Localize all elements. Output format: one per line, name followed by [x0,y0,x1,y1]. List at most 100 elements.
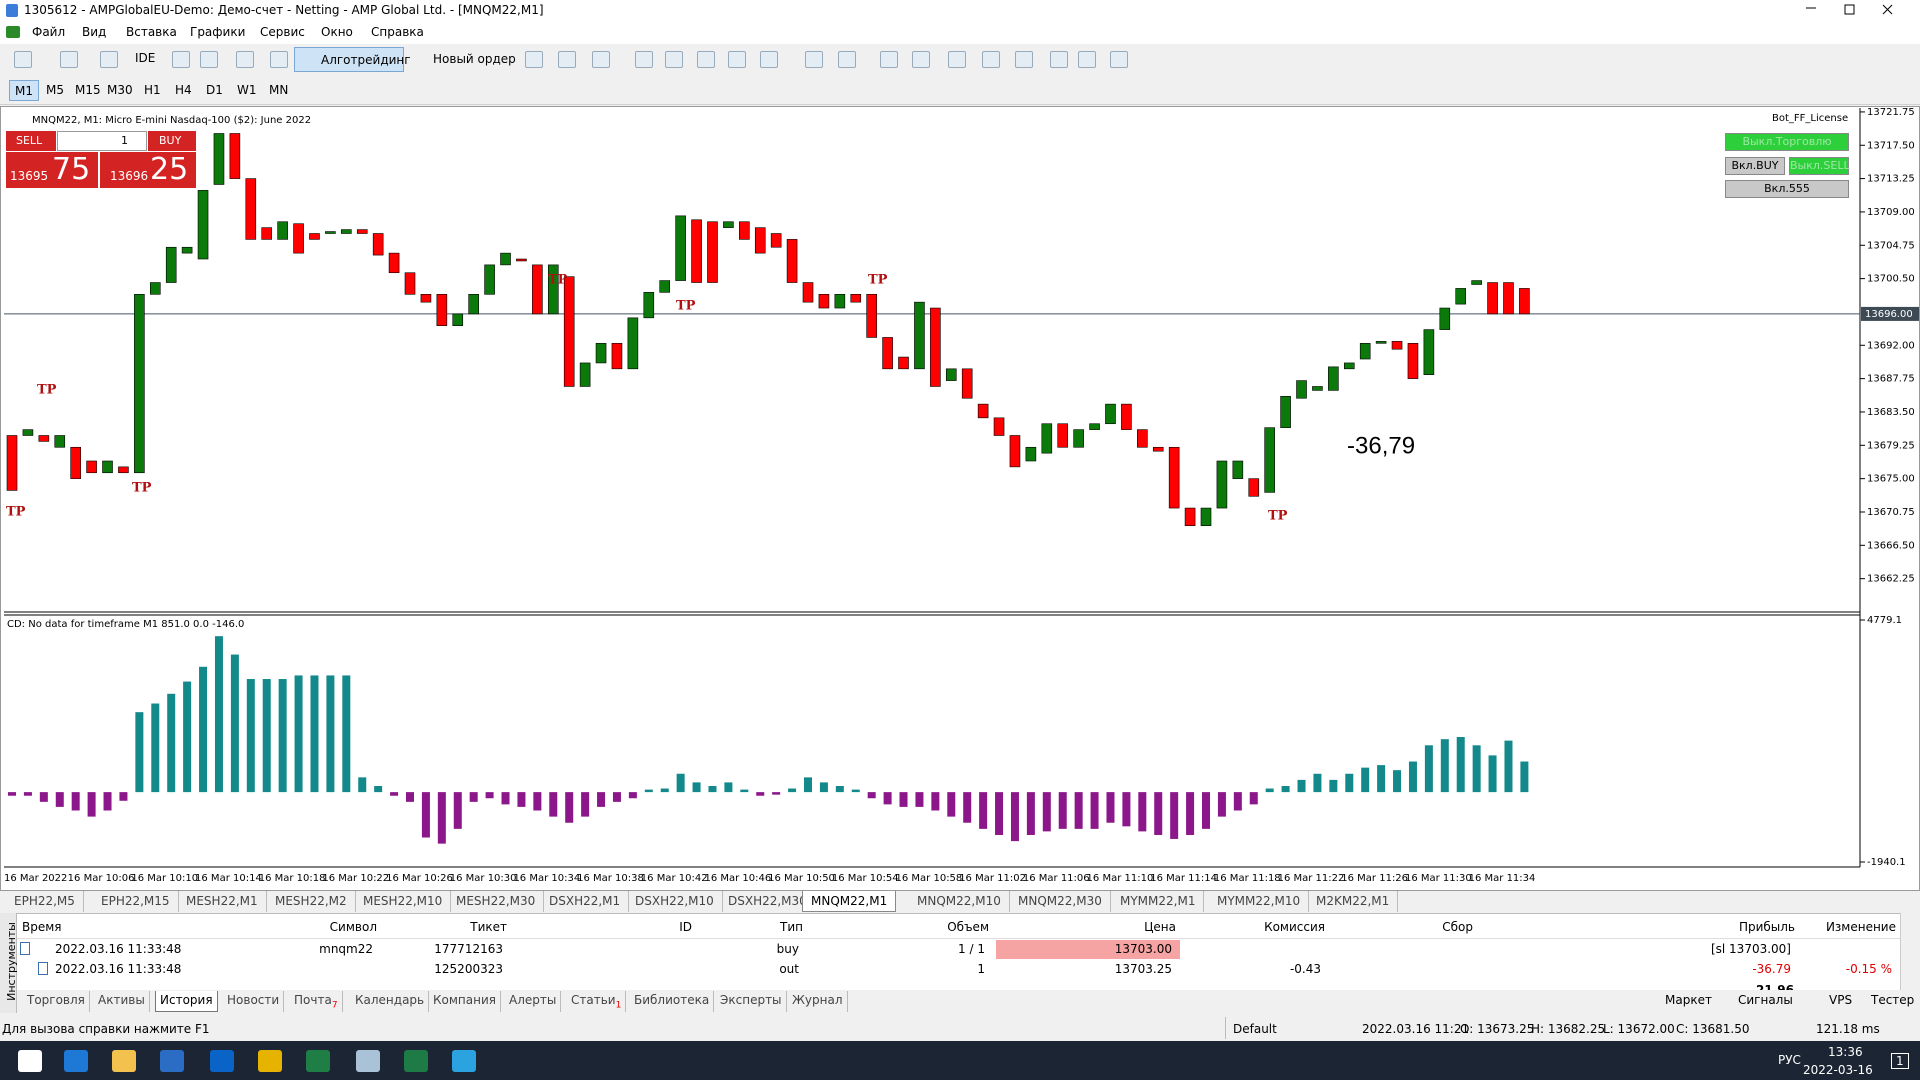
toolbar-icon[interactable] [838,51,856,68]
timeframe-button[interactable]: MN [269,83,289,97]
toolbox-right-tab[interactable]: Маркет [1665,993,1712,1007]
timeframe-button[interactable]: M1 [9,80,39,101]
toolbox-right-tab[interactable]: Тестер [1871,993,1915,1007]
toolbox-tab[interactable]: Календарь [351,991,430,1012]
toolbar-icon[interactable] [697,51,715,68]
toolbox-tab[interactable]: Библиотека [630,991,715,1012]
column-header[interactable]: Комиссия [1264,920,1325,934]
toolbar-icon[interactable] [172,51,190,68]
taskbar-icon[interactable] [112,1050,136,1072]
taskbar-icon[interactable] [306,1050,330,1072]
ea-button[interactable]: Вкл.555 [1725,180,1849,198]
toolbar-icon[interactable] [982,51,1000,68]
toolbar-icon[interactable] [880,51,898,68]
ea-button[interactable]: Выкл.Торговлю [1725,133,1849,151]
menu-item[interactable]: Справка [371,25,424,39]
toolbox-tab[interactable]: Активы [94,991,150,1012]
timeframe-button[interactable]: M30 [107,83,133,97]
taskbar-icon[interactable] [210,1050,234,1072]
bid-box[interactable]: 13695 75 [6,152,98,188]
menu-item[interactable]: Вид [82,25,107,39]
toolbox-tab[interactable]: Компания [429,991,501,1012]
symbol-tab[interactable]: EPH22,M5 [6,891,84,912]
timeframe-button[interactable]: W1 [237,83,257,97]
symbol-tab[interactable]: M2KM22,M1 [1308,891,1399,912]
column-header[interactable]: Тикет [470,920,507,934]
column-header[interactable]: Символ [329,920,377,934]
column-header[interactable]: Сбор [1442,920,1473,934]
toolbar-icon[interactable] [60,51,78,68]
toolbox-tab[interactable]: Почта7 [290,991,343,1012]
ea-button[interactable]: Вкл.BUY [1725,157,1785,175]
symbol-tab[interactable]: DSXH22,M10 [627,891,723,912]
toolbox-tab[interactable]: Статьи1 [567,991,627,1012]
symbol-tab[interactable]: MNQM22,M1 [802,891,897,912]
toolbox-tab[interactable]: Алерты [505,991,562,1012]
column-header[interactable]: Цена [1144,920,1176,934]
sell-button[interactable]: SELL [6,131,56,151]
toolbar-icon[interactable] [1078,51,1096,68]
toolbar-button[interactable]: IDE [135,51,156,65]
toolbar-button[interactable]: Алготрейдинг [294,47,411,72]
toolbar-icon[interactable] [100,51,118,68]
column-header[interactable]: Время [22,920,62,934]
timeframe-button[interactable]: M5 [46,83,64,97]
timeframe-button[interactable]: H4 [175,83,192,97]
taskbar-icon[interactable] [452,1050,476,1072]
symbol-tab[interactable]: EPH22,M15 [93,891,179,912]
menu-item[interactable]: Окно [321,25,353,39]
toolbar-icon[interactable] [200,51,218,68]
toolbar-icon[interactable] [665,51,683,68]
menu-item[interactable]: Графики [190,25,246,39]
taskbar-icon[interactable] [64,1050,88,1072]
toolbox-tab[interactable]: История [155,991,218,1012]
toolbar-icon[interactable] [1110,51,1128,68]
timeframe-button[interactable]: M15 [75,83,101,97]
ask-box[interactable]: 13696 25 [100,152,196,188]
timeframe-button[interactable]: D1 [206,83,223,97]
toolbar-icon[interactable] [728,51,746,68]
toolbox-right-tab[interactable]: Сигналы [1738,993,1793,1007]
timeframe-button[interactable]: H1 [144,83,161,97]
taskbar-icon[interactable] [160,1050,184,1072]
toolbar-icon[interactable] [635,51,653,68]
taskbar-icon[interactable] [18,1050,42,1072]
toolbar-icon[interactable] [760,51,778,68]
toolbar-icon[interactable] [558,51,576,68]
toolbar-icon[interactable] [525,51,543,68]
toolbar-icon[interactable] [14,51,32,68]
symbol-tab[interactable]: MNQM22,M30 [1010,891,1111,912]
symbol-tab[interactable]: MYMM22,M10 [1209,891,1310,912]
toolbox-tab[interactable]: Новости [223,991,285,1012]
column-header[interactable]: Тип [780,920,803,934]
column-header[interactable]: ID [679,920,692,934]
taskbar-icon[interactable] [404,1050,428,1072]
symbol-tab[interactable]: MNQM22,M10 [909,891,1010,912]
toolbar-icon[interactable] [1015,51,1033,68]
taskbar-notifications[interactable]: 1 [1891,1053,1909,1069]
symbol-tab[interactable]: MYMM22,M1 [1112,891,1205,912]
menu-item[interactable]: Вставка [126,25,177,39]
toolbar-icon[interactable] [270,51,288,68]
toolbox-right-tab[interactable]: VPS [1829,993,1853,1007]
volume-input[interactable]: 1 [57,131,147,151]
symbol-tab[interactable]: MESH22,M30 [448,891,545,912]
symbol-tab[interactable]: MESH22,M2 [267,891,356,912]
symbol-tab[interactable]: MESH22,M1 [178,891,267,912]
toolbar-icon[interactable] [592,51,610,68]
symbol-tab[interactable]: MESH22,M10 [355,891,452,912]
toolbar-icon[interactable] [805,51,823,68]
buy-button[interactable]: BUY [148,131,196,151]
toolbox-tab[interactable]: Эксперты [716,991,787,1012]
toolbar-button[interactable]: Новый ордер [433,52,516,66]
toolbar-icon[interactable] [948,51,966,68]
toolbar-icon[interactable] [236,51,254,68]
toolbar-icon[interactable] [1050,51,1068,68]
toolbar-icon[interactable] [912,51,930,68]
menu-item[interactable]: Сервис [260,25,305,39]
menu-item[interactable]: Файл [32,25,66,39]
column-header[interactable]: Прибыль [1738,920,1795,934]
taskbar-icon[interactable] [258,1050,282,1072]
column-header[interactable]: Объем [947,920,989,934]
toolbox-tab[interactable]: Торговля [23,991,90,1012]
